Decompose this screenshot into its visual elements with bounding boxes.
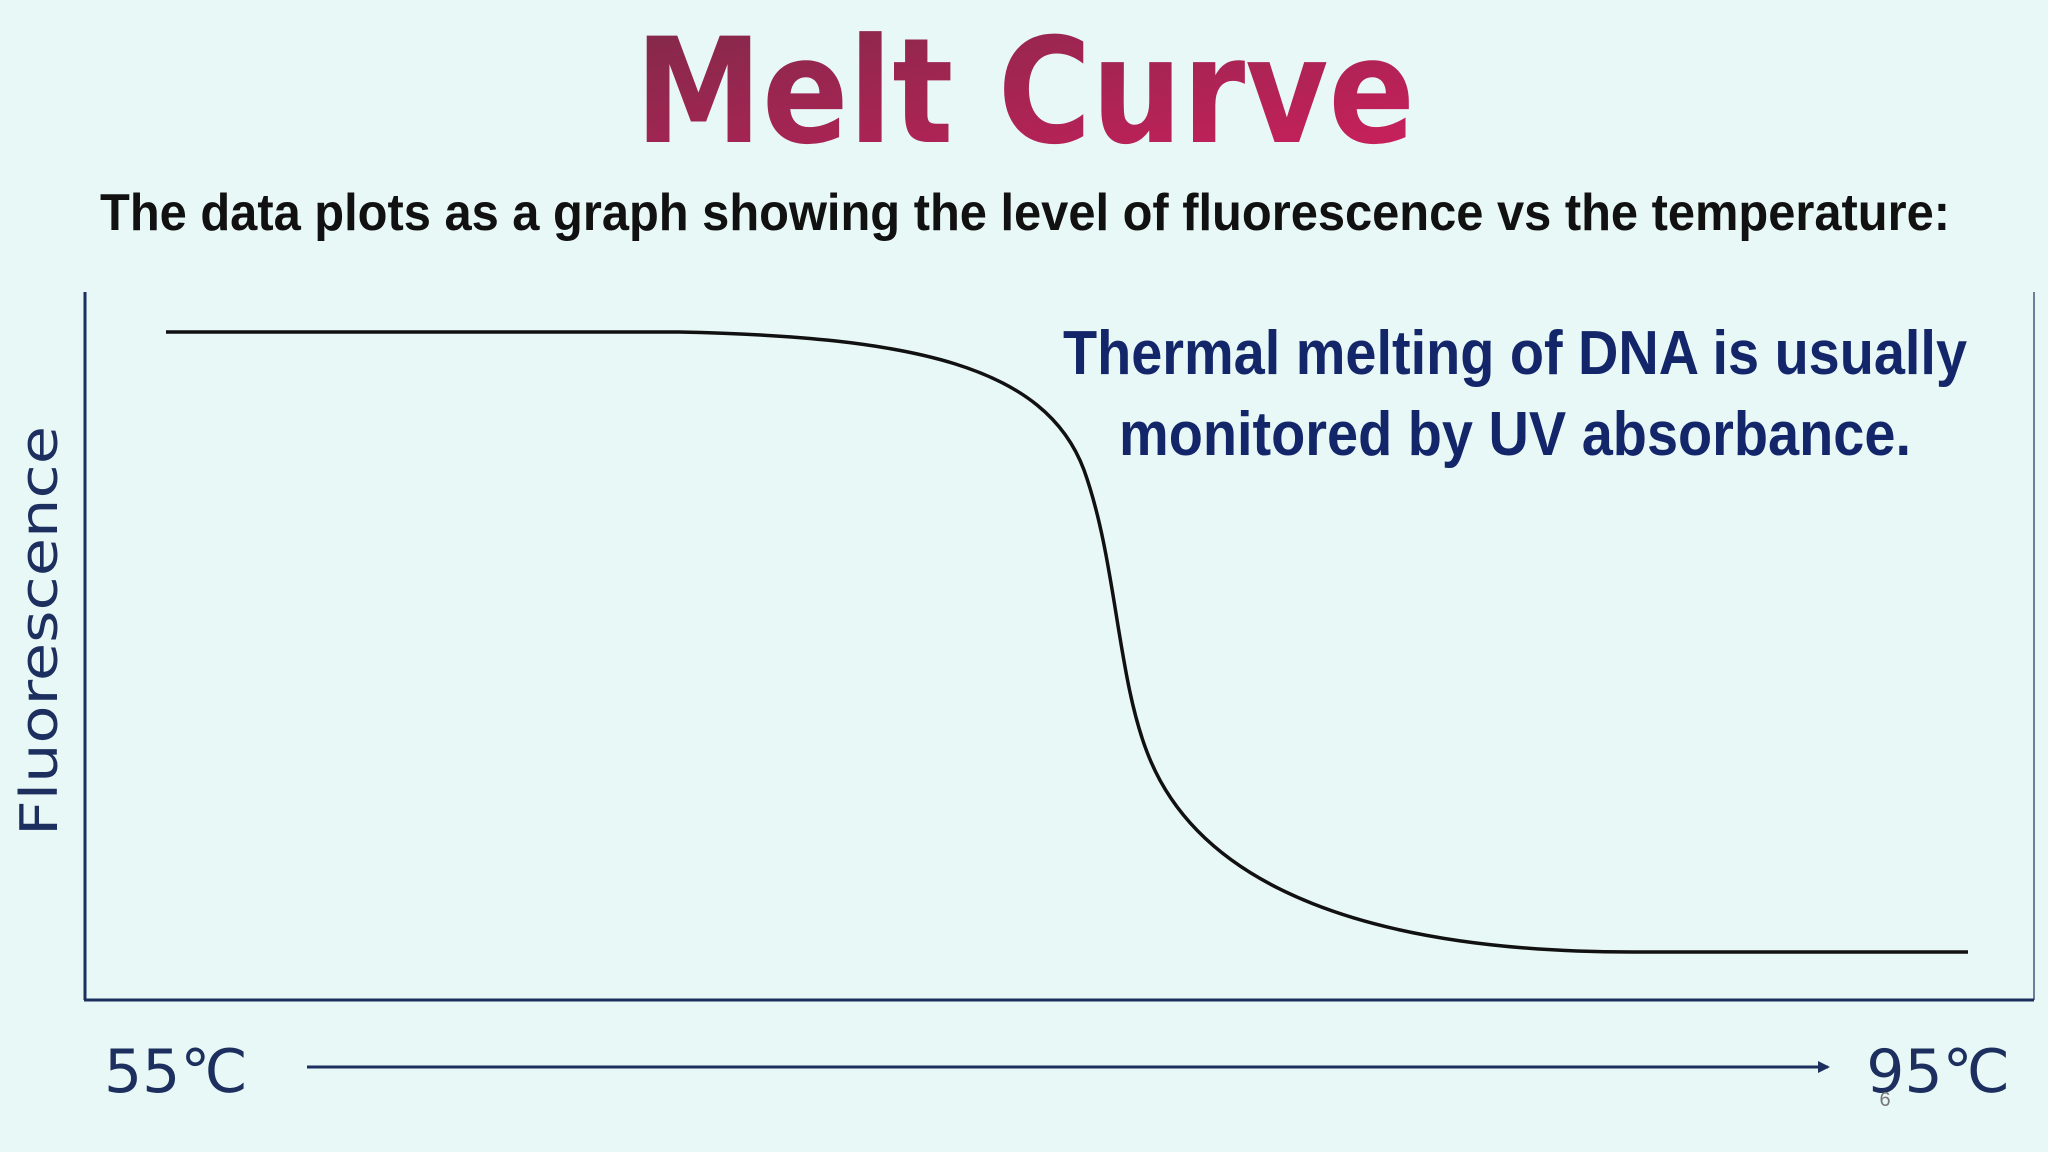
title: Melt Curve (635, 7, 1415, 177)
note-line: monitored by UV absorbance. (1119, 400, 1911, 469)
x-end-label: 95℃ (1866, 1037, 2010, 1107)
note-line: Thermal melting of DNA is usually (1063, 319, 1967, 388)
x-start-label: 55℃ (104, 1037, 248, 1107)
melt-curve (166, 330, 1968, 954)
subtitle: The data plots as a graph showing the le… (100, 184, 1950, 242)
page-number: 6 (1879, 1089, 1890, 1111)
y-axis-label: Fluorescence (10, 426, 70, 836)
